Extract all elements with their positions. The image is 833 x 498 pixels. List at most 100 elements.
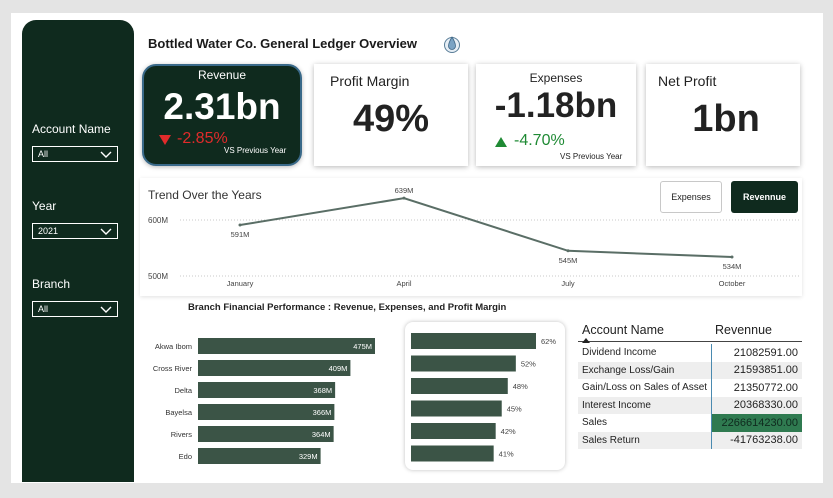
branch-bar <box>198 426 334 442</box>
table-row[interactable]: Interest Income 20368330.00 <box>578 396 802 414</box>
x-tick-label: July <box>561 279 575 288</box>
margin-bar <box>411 333 536 349</box>
account-name-slicer: Account Name All <box>32 122 132 162</box>
branch-label: Akwa Ibom <box>155 342 192 351</box>
branch-bar <box>198 338 375 354</box>
net-profit-label: Net Profit <box>658 73 717 89</box>
revenue-cell: 21350772.00 <box>711 379 802 397</box>
margin-bar <box>411 423 496 439</box>
chevron-down-icon <box>100 228 112 235</box>
revenue-comparison-note: VS Previous Year <box>224 146 287 155</box>
margin-value-label: 48% <box>513 382 528 391</box>
account-name-dropdown[interactable]: All <box>32 146 118 162</box>
branch-dropdown[interactable]: All <box>32 301 118 317</box>
table-header-row: Account Name Revennue <box>578 318 802 342</box>
down-triangle-icon <box>159 135 171 145</box>
branch-dropdown-value: All <box>38 304 49 314</box>
year-slicer-title: Year <box>32 199 57 213</box>
account-name-dropdown-value: All <box>38 149 49 159</box>
net-profit-card: Net Profit 1bn <box>646 64 800 166</box>
water-drop-logo-icon <box>444 36 460 53</box>
up-triangle-icon <box>495 137 507 147</box>
revenue-cell: 2266614230.00 <box>711 414 802 432</box>
account-name-cell: Gain/Loss on Sales of Asset <box>582 382 708 394</box>
table-row[interactable]: Dividend Income 21082591.00 <box>578 344 802 362</box>
margin-value-label: 42% <box>501 427 516 436</box>
profit-margin-bar-chart: 62% 52% 48% 45% 42% 41% <box>411 333 556 462</box>
account-name-cell: Interest Income <box>582 399 651 411</box>
branch-chart-title: Branch Financial Performance : Revenue, … <box>188 302 507 313</box>
x-tick-label: October <box>719 279 746 288</box>
trend-point <box>730 255 734 259</box>
trend-point-label: 545M <box>559 256 578 265</box>
branch-label: Bayelsa <box>165 408 193 417</box>
profit-margin-bars-panel: 62% 52% 48% 45% 42% 41% <box>405 322 565 470</box>
trend-panel: Trend Over the Years Expenses Revennue 5… <box>140 178 802 296</box>
year-dropdown-value: 2021 <box>38 226 59 236</box>
revenue-cell: -41763238.00 <box>711 431 802 449</box>
revenue-cell: 20368330.00 <box>711 396 802 414</box>
revenue-label: Revenue <box>197 68 247 82</box>
x-tick-label: April <box>396 279 411 288</box>
branch-slicer: Branch All <box>32 277 132 317</box>
sort-ascending-icon <box>582 338 590 343</box>
net-profit-value: 1bn <box>692 98 760 140</box>
margin-value-label: 41% <box>499 450 514 459</box>
expenses-value: -1.18bn <box>494 86 618 125</box>
branch-bar <box>198 448 321 464</box>
header-revenue[interactable]: Revennue <box>715 323 772 337</box>
branch-value-label: 364M <box>312 430 331 439</box>
branch-value-label: 368M <box>313 386 332 395</box>
expenses-toggle-button[interactable]: Expenses <box>660 181 722 213</box>
table-row[interactable]: Sales 2266614230.00 <box>578 414 802 432</box>
branch-bar <box>198 360 351 376</box>
year-slicer: Year 2021 <box>32 199 132 239</box>
y-tick-label: 500M <box>148 272 168 281</box>
revenue-toggle-button[interactable]: Revennue <box>731 181 798 213</box>
revenue-card: Revenue 2.31bn -2.85% VS Previous Year <box>142 64 302 166</box>
expenses-card: Expenses -1.18bn -4.70% VS Previous Year <box>476 64 636 166</box>
expenses-change: -4.70% <box>514 132 565 149</box>
table-row[interactable]: Gain/Loss on Sales of Asset 21350772.00 <box>578 379 802 397</box>
revenue-value: 2.31bn <box>163 86 281 127</box>
revenue-cell: 21082591.00 <box>711 344 802 362</box>
branch-bar <box>198 382 336 398</box>
trend-point-label: 534M <box>723 262 742 271</box>
margin-bar <box>411 445 494 462</box>
trend-title: Trend Over the Years <box>148 188 262 202</box>
trend-line-chart: 500M 600M 591M January 639M April 545M July 534M… <box>148 186 800 288</box>
account-name-slicer-title: Account Name <box>32 122 111 136</box>
table-row[interactable]: Sales Return -41763238.00 <box>578 431 802 449</box>
year-dropdown[interactable]: 2021 <box>32 223 118 239</box>
table-row[interactable]: Exchange Loss/Gain 21593851.00 <box>578 361 802 379</box>
margin-bar <box>411 378 508 394</box>
branch-slicer-title: Branch <box>32 277 71 291</box>
branch-value-label: 409M <box>329 364 348 373</box>
branch-label: Rivers <box>171 430 193 439</box>
profit-margin-label: Profit Margin <box>330 73 410 89</box>
profit-margin-value: 49% <box>352 98 430 140</box>
revenue-trend-line <box>239 197 733 258</box>
branch-value-label: 329M <box>299 452 318 461</box>
margin-value-label: 45% <box>507 405 522 414</box>
margin-bar <box>411 355 516 372</box>
branch-label: Edo <box>179 452 192 461</box>
x-tick-label: January <box>227 279 254 288</box>
trend-point <box>566 249 570 253</box>
header-account-name[interactable]: Account Name <box>582 323 664 337</box>
account-name-cell: Sales Return <box>582 434 640 446</box>
expenses-comparison-note: VS Previous Year <box>560 152 623 161</box>
revenue-change: -2.85% <box>177 130 228 147</box>
margin-value-label: 62% <box>541 337 556 346</box>
chevron-down-icon <box>100 306 112 313</box>
branch-value-label: 475M <box>353 342 372 351</box>
branch-label: Cross River <box>153 364 193 373</box>
trend-point <box>238 223 242 227</box>
account-revenue-table: Account Name Revennue Dividend Income 210… <box>578 318 802 468</box>
dashboard-title: Bottled Water Co. General Ledger Overvie… <box>148 36 417 51</box>
margin-value-label: 52% <box>521 360 536 369</box>
branch-revenue-bar-chart: Akwa Ibom 475M Cross River 409M Delta 368M Bay… <box>153 338 375 464</box>
trend-point-label: 591M <box>231 230 250 239</box>
trend-point-label: 639M <box>395 186 414 195</box>
account-name-cell: Exchange Loss/Gain <box>582 364 675 376</box>
